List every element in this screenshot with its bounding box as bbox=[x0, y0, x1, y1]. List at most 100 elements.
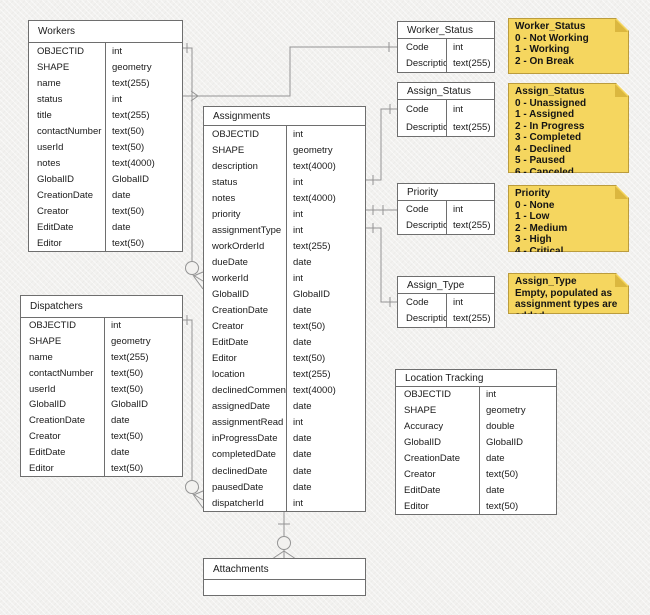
field-type: geometry bbox=[286, 142, 365, 159]
entity-priority: Priority Code intDescriptiontext(255) bbox=[397, 183, 495, 235]
field-type: text(50) bbox=[104, 460, 182, 476]
field-type: int bbox=[286, 126, 365, 143]
note-line: 2 - On Break bbox=[515, 55, 574, 67]
field-row: Creator text(50) bbox=[21, 428, 182, 445]
field-type: int bbox=[105, 43, 182, 59]
connector-workers-status-domain bbox=[182, 42, 397, 102]
field-row: Creator text(50) bbox=[29, 203, 182, 219]
field-name: SHAPE bbox=[212, 144, 245, 156]
connector-dispatchers-assignments bbox=[182, 315, 204, 509]
field-type: text(255) bbox=[105, 75, 182, 91]
note-line: 0 - None bbox=[515, 199, 555, 211]
field-name: status bbox=[212, 176, 238, 188]
field-row: GlobalID GlobalID bbox=[204, 286, 365, 303]
field-row: completedDate date bbox=[204, 446, 365, 463]
field-name: CreationDate bbox=[29, 415, 85, 427]
field-name: Creator bbox=[37, 205, 69, 217]
field-row: name text(255) bbox=[21, 349, 182, 366]
field-type: int bbox=[286, 206, 365, 223]
field-row: GlobalID GlobalID bbox=[21, 396, 182, 413]
field-type: GlobalID bbox=[104, 396, 182, 413]
field-row: workerId int bbox=[204, 270, 365, 287]
field-row: Editor text(50) bbox=[396, 498, 556, 514]
field-row: EditDate date bbox=[204, 334, 365, 351]
field-name: completedDate bbox=[212, 449, 276, 461]
field-name: GlobalID bbox=[404, 437, 441, 449]
note-line: 1 - Assigned bbox=[515, 109, 575, 120]
field-name: status bbox=[37, 93, 63, 105]
field-type: date bbox=[104, 412, 182, 429]
field-name: inProgressDate bbox=[212, 433, 278, 445]
note-assign-status: Assign_Status 0 - Unassigned 1 - Assigned 2… bbox=[508, 83, 629, 173]
field-row: status int bbox=[204, 174, 365, 191]
connector-assignments-attachments bbox=[273, 512, 295, 559]
field-name: Creator bbox=[404, 468, 436, 480]
field-name: Editor bbox=[212, 353, 237, 365]
field-type: date bbox=[105, 219, 182, 235]
field-type: int bbox=[286, 270, 365, 287]
field-type: int bbox=[446, 294, 494, 311]
field-name: EditDate bbox=[37, 221, 74, 233]
connector-assignments-type-domain bbox=[366, 223, 397, 307]
field-row: assignmentType int bbox=[204, 222, 365, 239]
connector-assignments-status-domain bbox=[366, 104, 397, 185]
entity-fields: Code int Descriptiontext(255) bbox=[398, 39, 494, 72]
field-type: GlobalID bbox=[479, 434, 556, 451]
note-line: 3 - Completed bbox=[515, 132, 582, 143]
field-row: OBJECTID int bbox=[204, 126, 365, 143]
field-name: Description bbox=[406, 58, 446, 70]
field-row: inProgressDate date bbox=[204, 430, 365, 447]
field-name: CreationDate bbox=[37, 189, 93, 201]
field-row: Code int bbox=[398, 294, 494, 311]
field-type: int bbox=[286, 495, 365, 512]
field-type: int bbox=[479, 387, 556, 403]
field-name: Creator bbox=[29, 430, 61, 442]
entity-fields: OBJECTID int SHAPE geometry name text(255) sta… bbox=[29, 43, 182, 251]
field-name: EditDate bbox=[404, 484, 441, 496]
field-name: workOrderId bbox=[212, 240, 265, 252]
field-name: assignmentType bbox=[212, 224, 282, 236]
field-type: date bbox=[479, 482, 556, 499]
field-type: text(255) bbox=[446, 55, 494, 72]
field-row: description text(4000) bbox=[204, 158, 365, 175]
field-type: int bbox=[286, 414, 365, 431]
field-type: double bbox=[479, 418, 556, 435]
field-type: geometry bbox=[105, 59, 182, 75]
entity-fields: Code intDescriptiontext(255) bbox=[398, 294, 494, 327]
field-name: title bbox=[37, 109, 52, 121]
field-name: description bbox=[212, 160, 258, 172]
field-row: location text(255) bbox=[204, 366, 365, 383]
entity-workers: Workers OBJECTID int SHAPE geometry name text(… bbox=[28, 20, 183, 252]
field-row: Code int bbox=[398, 39, 494, 56]
field-type: int bbox=[105, 91, 182, 107]
field-name: declinedComment bbox=[212, 385, 286, 397]
field-type: text(255) bbox=[446, 118, 494, 136]
cardinality-marker-line bbox=[193, 494, 204, 509]
field-type: date bbox=[479, 450, 556, 467]
zero-or-many-circle-marker bbox=[277, 536, 291, 550]
field-row: OBJECTID int bbox=[21, 318, 182, 334]
field-row: OBJECTID int bbox=[396, 387, 556, 403]
field-row: CreationDate date bbox=[29, 187, 182, 203]
field-type: text(50) bbox=[104, 428, 182, 445]
note-line: 4 - Critical bbox=[515, 245, 564, 257]
field-row: status int bbox=[29, 91, 182, 107]
entity-title-assign_type: Assign_Type bbox=[398, 277, 494, 294]
field-row: title text(255) bbox=[29, 107, 182, 123]
field-name: Description bbox=[406, 313, 446, 325]
note-line: 4 - Declined bbox=[515, 143, 572, 155]
field-row: CreationDate date bbox=[396, 450, 556, 467]
field-row: EditDate date bbox=[396, 482, 556, 499]
field-name: contactNumber bbox=[29, 367, 94, 379]
connector-line bbox=[182, 319, 193, 481]
note-line: 0 - Unassigned bbox=[515, 97, 587, 109]
field-name: priority bbox=[212, 208, 241, 220]
field-type: date bbox=[286, 254, 365, 271]
field-name: OBJECTID bbox=[404, 389, 451, 401]
field-name: contactNumber bbox=[37, 125, 102, 137]
field-type: text(50) bbox=[105, 235, 182, 251]
field-type: text(50) bbox=[105, 203, 182, 219]
field-row: name text(255) bbox=[29, 75, 182, 91]
